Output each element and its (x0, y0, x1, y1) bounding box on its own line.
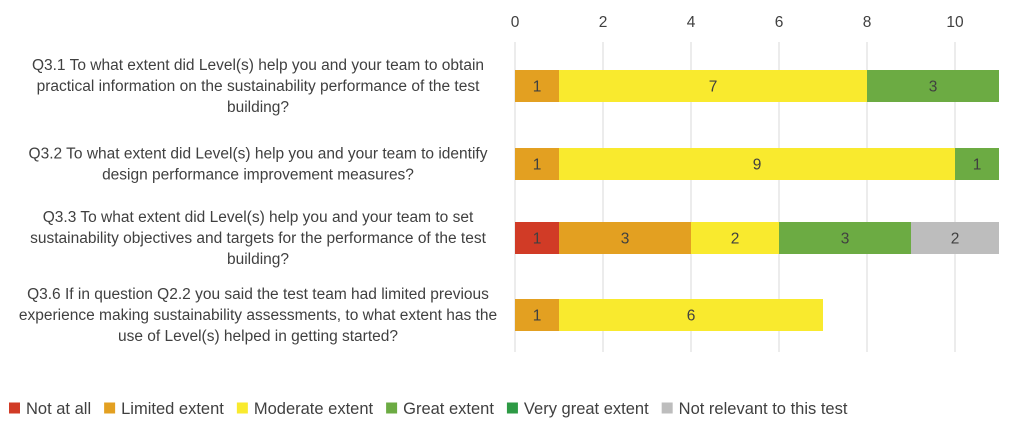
data-label: 2 (951, 231, 960, 248)
data-label: 3 (621, 231, 630, 248)
bar-segment-q3-moderate-extent (691, 222, 779, 254)
category-label-4: Q3.6 If in question Q2.2 you said the te… (19, 286, 497, 345)
legend: Not at all Limited extent Moderate extent G… (9, 400, 848, 418)
bar-segment-q2-moderate-extent (559, 148, 955, 180)
legend-label-6: Not relevant to this test (679, 400, 848, 418)
category-label-line: Q3.6 If in question Q2.2 you said the te… (27, 286, 489, 303)
data-label: 7 (709, 79, 718, 96)
category-label-line: sustainability objectives and targets fo… (30, 230, 486, 247)
bar-segment-q3-limited-extent (559, 222, 691, 254)
data-label: 3 (841, 231, 850, 248)
x-tick-label-10: 10 (946, 14, 964, 31)
category-label-line: Q3.2 To what extent did Level(s) help yo… (29, 146, 488, 163)
category-label-line: building? (227, 99, 289, 116)
data-label: 1 (533, 79, 542, 96)
category-label-3: Q3.3 To what extent did Level(s) help yo… (30, 209, 486, 268)
bar-segment-q2-great-extent (955, 148, 999, 180)
x-tick-label-6: 6 (775, 14, 784, 31)
legend-swatch-3 (236, 402, 248, 414)
legend-label-1: Not at all (26, 400, 91, 418)
category-label-line: Q3.3 To what extent did Level(s) help yo… (43, 209, 474, 226)
category-label-line: design performance improvement measures? (102, 167, 414, 184)
x-tick-label-0: 0 (511, 14, 520, 31)
legend-label-2: Limited extent (121, 400, 224, 418)
x-tick-label-2: 2 (599, 14, 608, 31)
bar-segment-q3-not-relevant-to-this-test (911, 222, 999, 254)
category-labels: Q3.1 To what extent did Level(s) help yo… (19, 57, 497, 345)
data-label: 1 (533, 231, 542, 248)
data-label: 2 (731, 231, 740, 248)
category-label-line: building? (227, 251, 289, 268)
data-label: 6 (687, 308, 696, 325)
data-label: 3 (929, 79, 938, 96)
category-label-line: use of Level(s) helped in getting starte… (118, 328, 398, 345)
data-label: 1 (533, 157, 542, 174)
data-label: 9 (753, 157, 762, 174)
bar-segment-q1-moderate-extent (559, 70, 867, 102)
category-label-line: practical information on the sustainabil… (37, 78, 481, 95)
legend-swatch-4 (386, 402, 398, 414)
bar-segment-q4-limited-extent (515, 299, 559, 331)
legend-label-4: Great extent (403, 400, 494, 418)
x-axis-ticks: 0 2 4 6 8 10 (511, 14, 964, 31)
bars: 1 7 3 1 9 1 1 3 2 3 2 1 6 (515, 70, 999, 331)
x-tick-label-8: 8 (863, 14, 872, 31)
legend-label-3: Moderate extent (254, 400, 374, 418)
x-tick-label-4: 4 (687, 14, 696, 31)
legend-swatch-5 (506, 402, 518, 414)
legend-swatch-1 (9, 402, 20, 414)
category-label-line: Q3.1 To what extent did Level(s) help yo… (32, 57, 484, 74)
bar-segment-q1-limited-extent (515, 70, 559, 102)
legend-swatch-6 (661, 402, 673, 414)
bar-segment-q4-moderate-extent (559, 299, 823, 331)
bar-segment-q3-great-extent (779, 222, 911, 254)
legend-swatch-2 (104, 402, 116, 414)
category-label-2: Q3.2 To what extent did Level(s) help yo… (29, 146, 488, 184)
category-label-1: Q3.1 To what extent did Level(s) help yo… (32, 57, 484, 116)
bar-segment-q3-not-at-all (515, 222, 559, 254)
data-label: 1 (533, 308, 542, 325)
legend-label-5: Very great extent (524, 400, 649, 418)
bar-segment-q2-limited-extent (515, 148, 559, 180)
bar-segment-q1-great-extent (867, 70, 999, 102)
data-label: 1 (973, 157, 982, 174)
category-label-line: experience making sustainability assessm… (19, 307, 497, 324)
